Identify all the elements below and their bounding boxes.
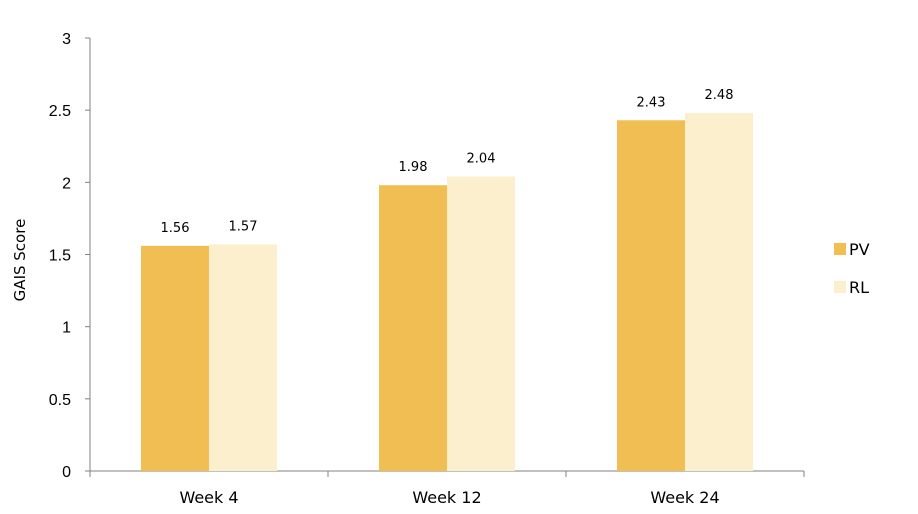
y-tick-label: 0 — [62, 464, 71, 481]
bar-pv-week-4 — [141, 245, 209, 471]
y-tick-label: 1 — [62, 320, 71, 337]
legend-label-rl: RL — [849, 278, 869, 297]
bar-pv-week-12 — [379, 185, 447, 471]
data-labels-layer: 1.56 1.57 1.98 2.04 2.43 2.48 — [161, 88, 734, 236]
data-label: 1.56 — [161, 221, 190, 236]
bar-rl-week-12 — [447, 176, 515, 471]
bar-rl-week-24 — [685, 113, 753, 471]
x-category-label: Week 12 — [412, 488, 481, 507]
y-tick-label: 2 — [62, 175, 71, 192]
legend-swatch-rl — [834, 281, 846, 293]
legend-label-pv: PV — [849, 240, 870, 259]
y-axis-label: GAIS Score — [11, 219, 29, 302]
y-tick-label: 3 — [62, 31, 71, 48]
bar-rl-week-4 — [209, 244, 277, 471]
x-category-label: Week 4 — [179, 488, 238, 507]
y-tick-label: 2.5 — [49, 103, 71, 120]
bars-layer — [141, 113, 753, 472]
y-tick-label: 0.5 — [49, 392, 71, 409]
y-tick-label: 1.5 — [49, 248, 71, 265]
legend: PV RL — [834, 240, 870, 297]
data-label: 2.04 — [467, 152, 496, 167]
data-label: 2.43 — [637, 95, 666, 110]
data-label: 1.57 — [229, 219, 258, 234]
legend-swatch-pv — [834, 243, 846, 255]
x-category-label: Week 24 — [650, 488, 719, 507]
data-label: 1.98 — [399, 160, 428, 175]
bar-pv-week-24 — [617, 120, 685, 472]
axes-layer: 0 0.5 1 1.5 2 2.5 3 Week 4 Week 12 Week 24 — [49, 31, 805, 507]
data-label: 2.48 — [705, 88, 734, 103]
